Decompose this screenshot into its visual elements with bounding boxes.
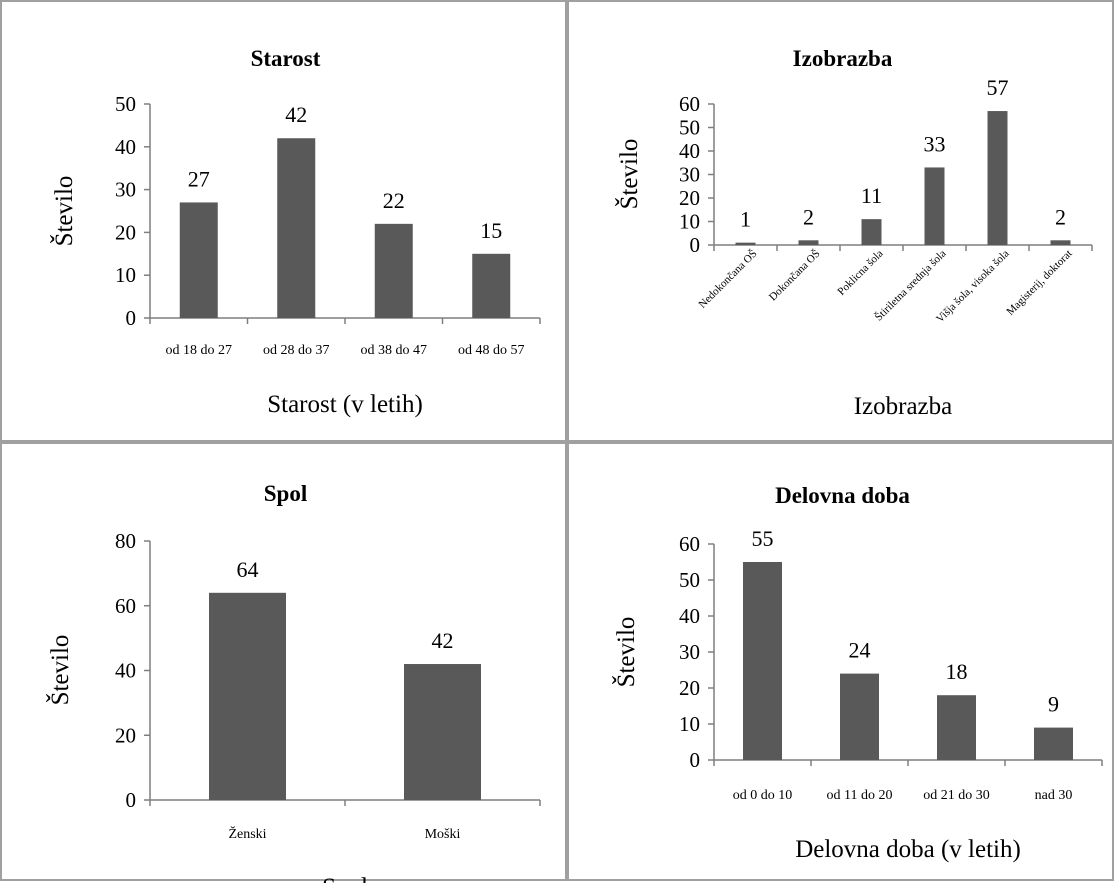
bar-dokoncana-os	[798, 240, 819, 245]
bar-nedokoncana-os	[735, 242, 756, 245]
y-tick-label: 0	[690, 748, 701, 772]
x-axis-title: Izobrazba	[854, 393, 953, 420]
x-tick-label: Nedokončana OŠ	[696, 248, 759, 311]
bar-zenski	[209, 592, 286, 800]
bar-od-28-do-37	[277, 138, 316, 318]
bar-od-48-do-57	[472, 253, 511, 318]
bar-value-label: 22	[383, 188, 405, 213]
y-tick-label: 20	[115, 220, 136, 244]
chart-starost: Starost 0 10 20 30 40 50 27 od 18 do 27 42 od 28 d…	[49, 46, 541, 418]
bar-value-label: 24	[849, 638, 871, 663]
x-axis-title: Spol	[322, 874, 368, 883]
y-axis-title: Število	[45, 635, 74, 706]
chart-panel-izobrazba: Izobrazba 0 10 20 30 40 50 60 1 Nedokončana OŠ 2 Do…	[567, 0, 1114, 442]
bar-value-label: 15	[480, 218, 502, 243]
chart-title: Delovna doba	[775, 483, 910, 508]
x-tick-label: od 11 do 20	[827, 788, 893, 803]
x-tick-label: Ženski	[228, 825, 266, 842]
y-tick-label: 30	[115, 178, 136, 202]
y-tick-label: 30	[679, 163, 700, 187]
x-tick-label: Dokončana OŠ	[767, 248, 823, 304]
y-tick-label: 10	[679, 712, 700, 736]
y-tick-label: 0	[690, 233, 701, 257]
x-axis-title: Starost (v letih)	[267, 391, 423, 418]
y-tick-label: 50	[679, 116, 700, 140]
bar-magisterij-doktorat	[1050, 240, 1071, 245]
y-tick-label: 40	[679, 139, 700, 163]
bar-od-38-do-47	[374, 223, 413, 318]
bar-poklicna-sola	[861, 219, 882, 245]
x-tick-label: od 48 do 57	[458, 343, 525, 358]
chart-spol: Spol 0 20 40 60 80 64 Ženski 42 Moški Spol Število	[45, 481, 541, 883]
y-tick-label: 50	[115, 92, 136, 116]
y-tick-label: 60	[115, 594, 136, 618]
x-tick-label: od 21 do 30	[923, 788, 990, 803]
bar-value-label: 2	[803, 204, 814, 229]
bar-value-label: 33	[924, 131, 946, 156]
y-axis-title: Število	[49, 176, 78, 247]
bar-value-label: 64	[237, 557, 259, 582]
y-tick-label: 20	[679, 186, 700, 210]
bar-value-label: 27	[188, 166, 210, 191]
chart-panel-starost: Starost 0 10 20 30 40 50 27 od 18 do 27 42 od 28 d…	[0, 0, 567, 442]
bar-value-label: 55	[752, 526, 774, 551]
y-tick-label: 60	[679, 532, 700, 556]
y-tick-label: 0	[126, 306, 137, 330]
chart-title: Spol	[264, 481, 307, 506]
bar-value-label: 42	[285, 102, 307, 127]
y-tick-label: 30	[679, 640, 700, 664]
y-tick-label: 10	[115, 263, 136, 287]
y-axis-title: Število	[611, 617, 640, 688]
y-tick-label: 60	[679, 92, 700, 116]
bar-od-18-do-27	[179, 202, 218, 318]
chart-panel-delovna-doba: Delovna doba 0 10 20 30 40 50 60 55 od 0 do 10 24 o…	[567, 442, 1114, 881]
bar-value-label: 57	[987, 75, 1009, 100]
chart-delovna-doba: Delovna doba 0 10 20 30 40 50 60 55 od 0 do 10 24 o…	[611, 483, 1103, 863]
bar-value-label: 11	[861, 183, 882, 208]
x-tick-label: od 18 do 27	[166, 343, 233, 358]
x-tick-label: Magisterij, doktorat	[1004, 248, 1074, 318]
y-tick-label: 10	[679, 210, 700, 234]
x-tick-label: od 0 do 10	[733, 788, 793, 803]
x-tick-label: nad 30	[1035, 788, 1073, 803]
bar-value-label: 9	[1048, 692, 1059, 717]
x-tick-label: od 28 do 37	[263, 343, 330, 358]
bar-od-21-do-30	[937, 695, 976, 760]
x-tick-label: od 38 do 47	[361, 343, 428, 358]
y-tick-label: 40	[115, 135, 136, 159]
bar-moski	[404, 664, 481, 800]
y-tick-label: 20	[115, 723, 136, 747]
bar-od-11-do-20	[840, 673, 879, 760]
bar-value-label: 1	[740, 207, 751, 232]
bar-visja-sola-visoka-sola	[987, 111, 1008, 245]
y-tick-label: 40	[679, 604, 700, 628]
chart-panel-spol: Spol 0 20 40 60 80 64 Ženski 42 Moški Spol Število	[0, 442, 567, 883]
y-tick-label: 40	[115, 659, 136, 683]
bar-nad-30	[1034, 727, 1073, 760]
bar-od-0-do-10	[743, 562, 782, 760]
y-tick-label: 80	[115, 529, 136, 553]
x-tick-label: Moški	[425, 827, 461, 842]
bar-stiriletna-srednja-sola	[924, 167, 945, 245]
x-axis-title: Delovna doba (v letih)	[795, 836, 1021, 863]
y-tick-label: 50	[679, 568, 700, 592]
bar-value-label: 18	[946, 659, 968, 684]
chart-title: Izobrazba	[793, 46, 893, 71]
bar-value-label: 42	[432, 628, 454, 653]
y-tick-label: 0	[126, 788, 137, 812]
y-tick-label: 20	[679, 676, 700, 700]
x-tick-label: Poklicna šola	[835, 248, 885, 298]
x-tick-label: Višja šola, visoka šola	[934, 248, 1012, 326]
bar-value-label: 2	[1055, 204, 1066, 229]
chart-title: Starost	[251, 46, 321, 71]
y-axis-title: Število	[614, 139, 643, 210]
